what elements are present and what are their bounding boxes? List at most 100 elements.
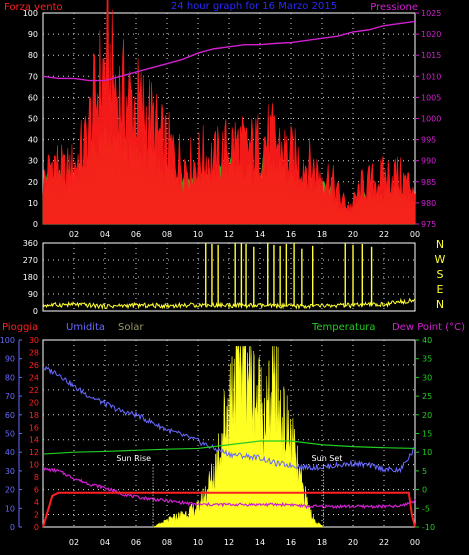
pressure-tick-label: 1015 (421, 51, 441, 60)
rain-tick-label: 14 (29, 436, 39, 445)
compass-label: N (436, 298, 444, 311)
wind-speed-tick-label: 80 (28, 51, 38, 60)
time-tick-label: 14 (255, 230, 265, 239)
time-tick-label: 06 (131, 538, 141, 547)
temperature-tick-label: 10 (422, 448, 432, 457)
wind-speed-tick-label: 100 (23, 9, 38, 18)
time-tick-label: 22 (379, 230, 389, 239)
humidity-tick-label: 10 (5, 504, 15, 513)
time-tick-label: 00 (410, 230, 420, 239)
temperature-tick-label: 15 (422, 430, 432, 439)
temperature-tick-label: 0 (422, 486, 427, 495)
compass-label: W (435, 253, 446, 266)
rain-series (42, 345, 416, 528)
rain-tick-label: 26 (29, 361, 39, 370)
pressure-tick-label: 985 (421, 178, 436, 187)
rain-series (42, 491, 416, 528)
wind-speed-tick-label: 40 (28, 136, 38, 145)
humidity-tick-label: 0 (10, 523, 15, 532)
time-tick-label: 08 (162, 230, 172, 239)
humidity-tick-label: 40 (5, 448, 15, 457)
temperature-tick-label: -5 (422, 504, 430, 513)
rain-tick-label: 4 (34, 498, 39, 507)
time-tick-label: 00 (410, 538, 420, 547)
rain-tick-label: 12 (29, 448, 39, 457)
pressure-tick-label: 1020 (421, 30, 441, 39)
time-tick-label: 20 (348, 538, 358, 547)
humidity-tick-label: 100 (0, 336, 15, 345)
humidity-tick-label: 70 (5, 392, 15, 401)
solar-legend-label: Solar (118, 322, 144, 333)
temperature-legend-label: Temperatura (311, 322, 376, 333)
time-tick-label: 10 (193, 538, 203, 547)
rain-tick-label: 20 (29, 398, 39, 407)
compass-label: S (437, 268, 444, 281)
wind-speed-axis: 0 10 20 30 40 50 60 70 80 90 100 (23, 9, 38, 229)
temperature-tick-label: 20 (422, 411, 432, 420)
compass-label: E (437, 283, 444, 296)
direction-tick-label: 270 (23, 256, 38, 265)
rain-tick-label: 22 (29, 386, 39, 395)
time-tick-label: 04 (100, 230, 110, 239)
humidity-tick-label: 30 (5, 467, 15, 476)
rain-tick-label: 2 (34, 511, 39, 520)
rain-tick-label: 28 (29, 348, 39, 357)
pressure-series (42, 20, 416, 82)
wind-speed-tick-label: 30 (28, 157, 38, 166)
wind-speed-tick-label: 10 (28, 199, 38, 208)
time-tick-label: 14 (255, 538, 265, 547)
time-tick-label: 10 (193, 230, 203, 239)
rain-humidity-panel: Pioggia Umidita Solar Temperatura Dew Po… (0, 322, 465, 547)
time-tick-label: 08 (162, 538, 172, 547)
pressure-tick-label: 990 (421, 157, 436, 166)
pressure-tick-label: 1000 (421, 115, 441, 124)
time-tick-label: 18 (317, 538, 327, 547)
direction-tick-label: 0 (33, 307, 38, 316)
pressure-axis-title: Pressione (370, 2, 418, 13)
temperature-axis: -10 -5 0 5 10 15 20 25 30 35 40 (415, 336, 435, 532)
dewpoint-series (42, 466, 416, 510)
time-tick-label: 12 (224, 230, 234, 239)
time-tick-label: 02 (69, 230, 79, 239)
humidity-tick-label: 50 (5, 430, 15, 439)
rain-tick-label: 24 (29, 373, 39, 382)
rain-tick-label: 0 (34, 523, 39, 532)
rain-tick-label: 16 (29, 423, 39, 432)
time-tick-label: 22 (379, 538, 389, 547)
humidity-tick-label: 90 (5, 355, 15, 364)
time-tick-label: 20 (348, 230, 358, 239)
direction-tick-label: 360 (23, 239, 38, 248)
time-tick-label: 06 (131, 230, 141, 239)
direction-axis: 0 90 180 270 360 (23, 239, 38, 316)
wind-speed-tick-label: 70 (28, 72, 38, 81)
chart-title: 24 hour graph for 16 Marzo 2015 (171, 1, 337, 12)
rain-tick-label: 10 (29, 461, 39, 470)
pressure-tick-label: 975 (421, 220, 436, 229)
temperature-tick-label: 25 (422, 392, 432, 401)
direction-series (42, 243, 416, 310)
wind-pressure-panel: Forza vento 24 hour graph for 16 Marzo 2… (4, 0, 441, 239)
time-tick-label: 16 (286, 538, 296, 547)
temperature-tick-label: 35 (422, 355, 432, 364)
wind-speed-tick-label: 90 (28, 30, 38, 39)
humidity-legend-label: Umidita (66, 322, 105, 333)
time-tick-label: 12 (224, 538, 234, 547)
rain-tick-label: 8 (34, 473, 39, 482)
pressure-tick-label: 995 (421, 136, 436, 145)
solar-series (152, 345, 325, 528)
direction-tick-label: 90 (28, 290, 38, 299)
pressure-axis: 975 980 985 990 995 1000 1005 1010 1015 1020 1025 (415, 9, 441, 229)
pressure-tick-label: 1025 (421, 9, 441, 18)
dewpoint-axis-title: Dew Point (°C) (392, 322, 465, 333)
humidity-tick-label: 80 (5, 373, 15, 382)
wind-series (42, 0, 416, 225)
rain-axis-title: Pioggia (2, 322, 38, 333)
compass-label: N (436, 238, 444, 251)
time-tick-label: 18 (317, 230, 327, 239)
humidity-tick-label: 60 (5, 411, 15, 420)
humidity-tick-label: 20 (5, 486, 15, 495)
temperature-tick-label: 5 (422, 467, 427, 476)
wind-speed-tick-label: 20 (28, 178, 38, 187)
